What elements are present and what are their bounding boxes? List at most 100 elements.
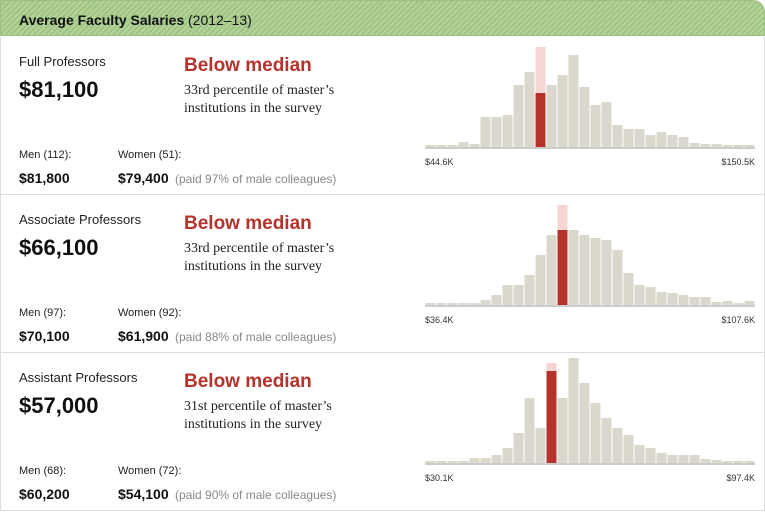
percentile-text: 33rd percentile of master’s xyxy=(184,83,335,98)
histogram-bar xyxy=(689,297,700,305)
histogram-bar xyxy=(568,230,579,305)
women-label: Women (72): xyxy=(118,465,182,477)
percentile-text: 31st percentile of master’s xyxy=(184,399,332,414)
histogram-bar xyxy=(678,137,689,147)
histogram-bar xyxy=(491,295,502,305)
salary: $66,100 xyxy=(19,235,99,260)
histogram-bar xyxy=(480,117,491,147)
histogram-bar xyxy=(634,129,645,147)
histogram-bar xyxy=(656,292,667,305)
histogram: $44.6K $150.5K xyxy=(425,47,755,167)
histogram-bar xyxy=(513,285,524,305)
percentile-text: institutions in the survey xyxy=(184,417,323,432)
histogram-bar xyxy=(678,455,689,463)
women-label: Women (51): xyxy=(118,149,182,161)
histogram-bar xyxy=(711,302,722,305)
range-max: $150.5K xyxy=(721,157,755,167)
histogram-bar xyxy=(458,303,469,305)
status: Below median xyxy=(184,371,312,392)
histogram-bar xyxy=(645,287,656,305)
histogram-bar xyxy=(590,403,601,463)
panel: Assistant Professors $57,000 Below median 3… xyxy=(0,353,765,511)
histogram: $36.4K $107.6K xyxy=(425,205,755,325)
women-note: (paid 97% of male colleagues) xyxy=(175,172,337,186)
salary: $81,100 xyxy=(19,77,99,102)
histogram-bar xyxy=(513,85,524,147)
panel: Associate Professors $66,100 Below median 3… xyxy=(0,195,765,353)
histogram-bar xyxy=(601,102,612,147)
histogram-bar xyxy=(733,303,744,305)
histogram-bar xyxy=(722,461,733,463)
histogram-bar xyxy=(524,275,535,305)
men-value: $60,200 xyxy=(19,486,70,502)
histogram-bar xyxy=(535,255,546,305)
histogram-bar xyxy=(623,273,634,305)
histogram-bar xyxy=(546,235,557,305)
men-label: Men (112): xyxy=(19,149,72,161)
histogram-bar xyxy=(733,461,744,463)
range-max: $97.4K xyxy=(726,473,755,483)
histogram-bar xyxy=(579,87,590,147)
histogram-bar xyxy=(469,144,480,147)
histogram-bar xyxy=(502,115,513,147)
rank: Full Professors xyxy=(19,54,106,69)
histogram-bar xyxy=(645,135,656,147)
histogram-bar xyxy=(502,448,513,463)
histogram-bar xyxy=(502,285,513,305)
histogram-bar xyxy=(711,460,722,463)
women-label: Women (92): xyxy=(118,307,182,319)
status: Below median xyxy=(184,213,312,234)
histogram-bar xyxy=(722,301,733,305)
histogram-bar xyxy=(425,461,436,463)
histogram-bar xyxy=(700,297,711,305)
header: Average Faculty Salaries (2012–13) xyxy=(0,0,765,36)
histogram-bar xyxy=(447,303,458,305)
histogram-bar xyxy=(568,55,579,147)
range-min: $30.1K xyxy=(425,473,454,483)
women-note: (paid 88% of male colleagues) xyxy=(175,330,337,344)
histogram-bar xyxy=(656,132,667,147)
histogram-bar xyxy=(469,458,480,463)
women-value: $54,100 xyxy=(118,486,169,502)
histogram-bar xyxy=(557,75,568,147)
histogram-bar xyxy=(601,240,612,305)
range-min: $44.6K xyxy=(425,157,454,167)
rank: Associate Professors xyxy=(19,212,142,227)
percentile-text: institutions in the survey xyxy=(184,259,323,274)
women-value: $61,900 xyxy=(118,328,169,344)
histogram-bar xyxy=(612,250,623,305)
histogram-bar xyxy=(491,117,502,147)
status: Below median xyxy=(184,55,312,76)
salary: $57,000 xyxy=(19,393,99,418)
histogram-bar xyxy=(535,428,546,463)
women-note: (paid 90% of male colleagues) xyxy=(175,488,337,502)
histogram-bar xyxy=(436,303,447,305)
histogram-bar xyxy=(678,295,689,305)
women-value: $79,400 xyxy=(118,170,169,186)
histogram-bar xyxy=(667,455,678,463)
highlight-bar xyxy=(546,371,557,463)
histogram-bar xyxy=(656,453,667,463)
histogram-bar xyxy=(491,455,502,463)
histogram-bar xyxy=(700,459,711,463)
histogram-bar xyxy=(425,303,436,305)
histogram-bar xyxy=(612,125,623,147)
histogram-bar xyxy=(645,448,656,463)
histogram-bar xyxy=(601,418,612,463)
rank: Assistant Professors xyxy=(19,370,138,385)
highlight-bar xyxy=(557,230,568,305)
histogram-bar xyxy=(689,143,700,147)
histogram-bar xyxy=(557,398,568,463)
histogram-bar xyxy=(634,445,645,463)
histogram-bar xyxy=(480,458,491,463)
percentile-text: institutions in the survey xyxy=(184,101,323,116)
percentile-text: 33rd percentile of master’s xyxy=(184,241,335,256)
histogram-bar xyxy=(623,435,634,463)
histogram-bar xyxy=(744,461,755,463)
histogram-bar xyxy=(458,142,469,147)
histogram-bar xyxy=(744,145,755,147)
histogram-bar xyxy=(667,135,678,147)
histogram-bar xyxy=(733,145,744,147)
histogram-bar xyxy=(447,461,458,463)
